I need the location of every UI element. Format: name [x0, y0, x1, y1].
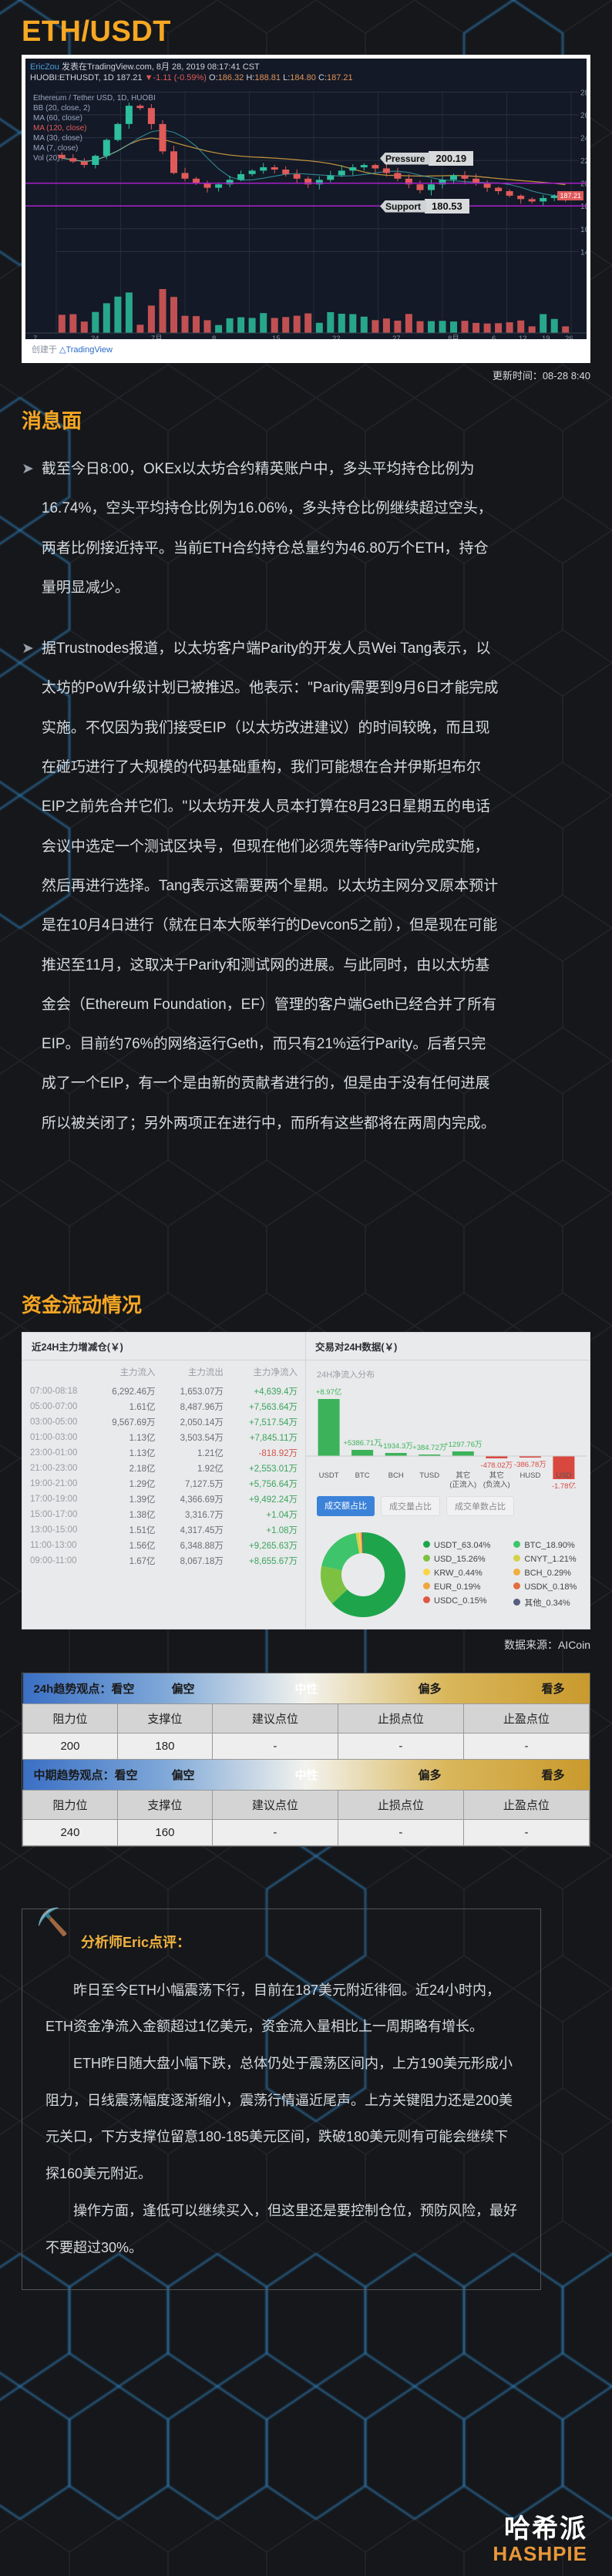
svg-text:180.00: 180.00 — [580, 203, 587, 211]
svg-text:BB (20, close, 2): BB (20, close, 2) — [33, 104, 90, 113]
svg-text:BTC: BTC — [355, 1471, 370, 1480]
svg-text:7月: 7月 — [151, 335, 163, 339]
svg-text:15: 15 — [272, 335, 281, 339]
svg-text:其它: 其它 — [456, 1471, 470, 1480]
svg-text:HUSD: HUSD — [520, 1471, 540, 1480]
svg-text:8: 8 — [212, 335, 216, 339]
svg-text:其它: 其它 — [489, 1471, 504, 1480]
svg-text:+8.97亿: +8.97亿 — [316, 1387, 342, 1397]
svg-text:-386.78万: -386.78万 — [514, 1461, 546, 1469]
svg-text:TUSD: TUSD — [419, 1471, 439, 1480]
svg-text:MA (30, close): MA (30, close) — [33, 134, 82, 143]
svg-text:USD: USD — [556, 1471, 571, 1480]
svg-text:280.00: 280.00 — [580, 89, 587, 98]
svg-text:140.00: 140.00 — [580, 248, 587, 257]
svg-text:MA (7, close): MA (7, close) — [33, 144, 78, 153]
svg-text:+5386.71万: +5386.71万 — [343, 1439, 381, 1448]
svg-text:+1934.3万: +1934.3万 — [379, 1442, 413, 1451]
svg-text:BCH: BCH — [388, 1471, 404, 1480]
svg-text:MA (120, close): MA (120, close) — [33, 124, 86, 133]
svg-text:Vol (20): Vol (20) — [33, 154, 59, 163]
svg-text:MA (60, close): MA (60, close) — [33, 114, 82, 123]
svg-text:12: 12 — [519, 335, 527, 339]
svg-text:(正流入): (正流入) — [449, 1480, 476, 1488]
svg-text:24: 24 — [91, 335, 99, 339]
svg-text:22: 22 — [332, 335, 341, 339]
svg-text:260.00: 260.00 — [580, 112, 587, 120]
svg-text:Ethereum / Tether USD, 1D, HUO: Ethereum / Tether USD, 1D, HUOBI — [33, 94, 156, 103]
svg-text:USDT: USDT — [319, 1471, 339, 1480]
svg-text:220.00: 220.00 — [580, 157, 587, 166]
svg-text:200.00: 200.00 — [580, 180, 587, 189]
svg-text:-478.02万: -478.02万 — [480, 1461, 513, 1470]
svg-text:27: 27 — [392, 335, 401, 339]
svg-text:+384.72万: +384.72万 — [412, 1444, 446, 1452]
svg-text:6: 6 — [492, 335, 496, 339]
svg-text:26: 26 — [565, 335, 573, 339]
svg-text:160.00: 160.00 — [580, 226, 587, 234]
svg-text:19: 19 — [542, 335, 550, 339]
svg-text:-1.78亿: -1.78亿 — [552, 1481, 576, 1488]
svg-text:7: 7 — [33, 335, 37, 339]
svg-text:(负流入): (负流入) — [483, 1480, 510, 1488]
svg-text:240.00: 240.00 — [580, 135, 587, 143]
svg-text:8月: 8月 — [448, 335, 459, 339]
svg-text:+1297.76万: +1297.76万 — [444, 1441, 482, 1449]
